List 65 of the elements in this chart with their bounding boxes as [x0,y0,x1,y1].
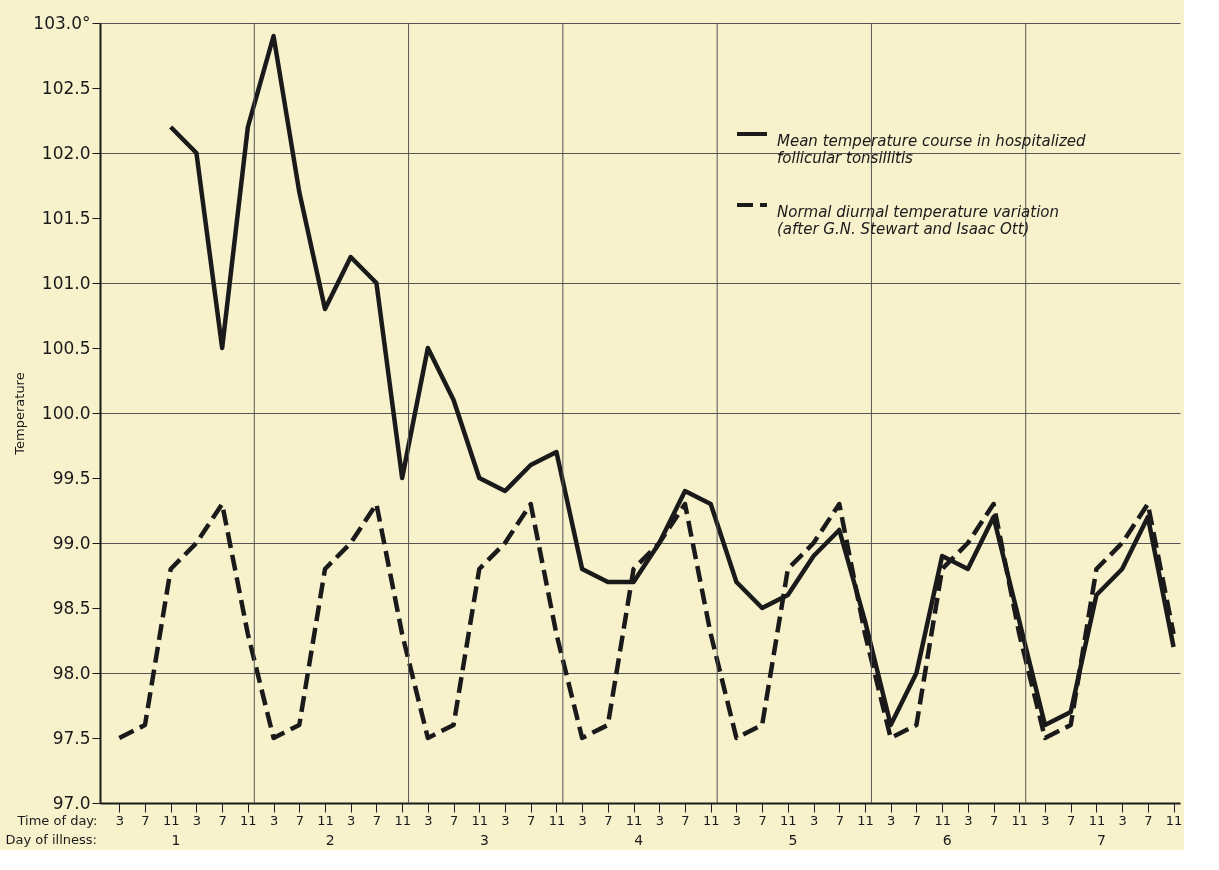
x-tick-label: 7 [372,812,382,828]
x-tick-label: 3 [578,812,587,828]
x-tick-label: 7 [604,812,613,828]
x-tick-label: 3 [887,812,896,828]
x-tick-label: 7 [218,812,227,828]
x-tick-label: 3 [501,812,510,828]
x-axis-title: Time of day: [16,812,98,828]
y-tick-label: 97.0 [52,792,91,813]
y-tick-label: 101.0 [41,272,91,293]
x-tick-label: 11 [471,812,489,828]
y-tick-label: 99.5 [52,467,91,488]
x-tick-label: 3 [809,812,819,828]
x-tick-label: 3 [424,812,433,828]
text: 2 [325,832,335,848]
text: 3 [479,832,489,848]
y-tick-label: 102.0 [41,142,91,163]
x-tick-label: 3 [964,812,973,828]
x-tick-label: 11 [394,812,411,828]
x-tick-label: 11 [625,812,643,828]
x-tick-label: 3 [192,812,202,828]
x-tick-label: 11 [1088,812,1106,828]
x-tick-label: 11 [162,812,180,828]
x-tick-label: 7 [681,812,690,828]
text: 6 [942,832,952,848]
x-tick-label: 7 [1144,812,1153,828]
y-tick-label: 100.5 [41,337,91,358]
x-tick-label: 3 [347,812,356,828]
y-tick-label: 103.0° [33,12,91,33]
x-tick-label: 7 [758,812,767,828]
x-tick-label: 11 [857,812,874,828]
x-tick-label: 11 [780,812,797,828]
y-tick-label: 101.5 [41,207,91,228]
x-tick-label: 11 [240,812,257,828]
y-axis-title: Temperature [12,372,28,456]
y-tick-label: 99.0 [52,532,91,553]
text: 5 [788,832,798,848]
x-tick-label: 11 [548,812,566,828]
y-tick-label: 97.5 [52,727,91,748]
text: Day of illness: [5,832,97,847]
x-tick-label: 11 [702,812,720,828]
x-tick-label: 3 [655,812,664,828]
text: 4 [634,832,644,848]
x-tick-label: 7 [449,812,459,828]
x-tick-label: 3 [269,812,279,828]
text: 1 [171,832,181,848]
y-tick-label: 100.0 [41,402,91,423]
x-tick-label: 7 [835,812,844,828]
y-tick-label: 102.5 [41,77,91,98]
x-tick-label: 7 [141,812,150,828]
x-tick-label: 3 [1118,812,1127,828]
x-tick-label: 3 [732,812,742,828]
y-tick-label: 98.5 [52,597,91,618]
x-tick-label: 3 [115,812,124,828]
x-tick-label: 11 [1165,812,1183,828]
x-tick-label: 7 [912,812,922,828]
x-tick-label: 7 [527,812,536,828]
x-tick-label: 11 [1011,812,1029,828]
x-tick-label: 7 [989,812,999,828]
x-tick-label: 7 [295,812,304,828]
x-tick-label: 7 [1067,812,1076,828]
x-tick-label: 3 [1041,812,1050,828]
text: 7 [1097,832,1107,848]
x-tick-label: 11 [317,812,334,828]
x-tick-label: 11 [934,812,951,828]
y-tick-label: 98.0 [52,662,91,683]
